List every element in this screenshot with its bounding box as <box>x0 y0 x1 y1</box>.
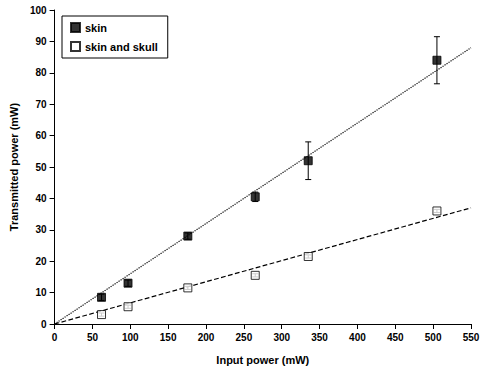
svg-text:250: 250 <box>236 332 253 343</box>
svg-text:550: 550 <box>463 332 480 343</box>
svg-text:0: 0 <box>41 319 47 330</box>
svg-text:70: 70 <box>35 99 47 110</box>
svg-text:Input power (mW): Input power (mW) <box>216 354 309 366</box>
svg-text:skin and skull: skin and skull <box>85 41 158 53</box>
svg-text:skin: skin <box>85 22 107 34</box>
svg-text:20: 20 <box>35 256 47 267</box>
svg-text:400: 400 <box>349 332 366 343</box>
svg-text:0: 0 <box>52 332 58 343</box>
svg-text:90: 90 <box>35 36 47 47</box>
svg-text:50: 50 <box>87 332 99 343</box>
svg-text:350: 350 <box>311 332 328 343</box>
svg-text:150: 150 <box>160 332 177 343</box>
svg-text:60: 60 <box>35 130 47 141</box>
svg-text:30: 30 <box>35 224 47 235</box>
svg-text:200: 200 <box>198 332 215 343</box>
svg-text:50: 50 <box>35 162 47 173</box>
svg-text:80: 80 <box>35 67 47 78</box>
svg-text:100: 100 <box>30 5 47 16</box>
svg-text:100: 100 <box>122 332 139 343</box>
svg-text:450: 450 <box>387 332 404 343</box>
svg-text:10: 10 <box>35 287 47 298</box>
svg-text:300: 300 <box>273 332 290 343</box>
svg-text:500: 500 <box>425 332 442 343</box>
svg-text:Transmitted power (mW): Transmitted power (mW) <box>8 102 20 231</box>
svg-text:40: 40 <box>35 193 47 204</box>
